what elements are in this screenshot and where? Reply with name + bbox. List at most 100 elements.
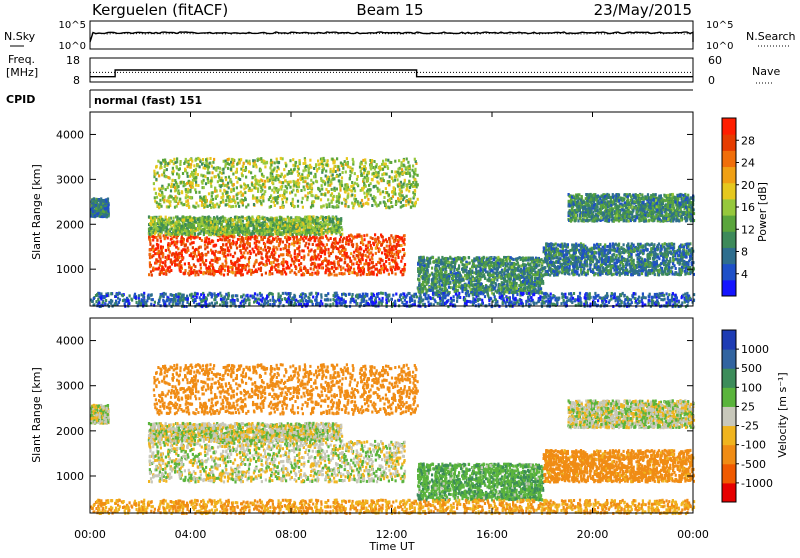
power-cell [411,201,413,204]
power-cell [235,241,237,244]
power-cell [248,242,250,245]
power-cell [249,256,251,259]
power-cell [271,240,273,243]
power-cell [168,221,170,224]
power-cell [302,197,304,200]
power-cell [159,230,161,233]
power-cell [308,243,310,246]
power-cell [225,238,227,241]
power-cell [413,195,415,198]
power-cell [260,267,262,270]
power-cell [302,169,304,172]
power-cell [177,227,179,230]
power-cell [225,265,227,268]
power-cell [350,252,352,255]
power-cell [406,184,408,187]
power-cell [250,236,252,239]
power-cell [327,198,329,201]
power-cell [203,224,205,227]
power-cell [365,185,367,188]
power-cell [386,269,388,272]
power-cell [201,256,203,259]
power-cell [312,204,314,207]
power-cell [358,233,360,236]
power-cell [285,200,287,203]
power-cell [201,163,203,166]
power-cell [336,200,338,203]
power-cell [260,247,262,250]
power-cell [409,186,411,189]
power-cell [328,251,330,254]
power-cell [290,168,292,171]
power-cell [410,206,412,209]
power-cell [282,258,284,261]
power-cell [345,205,347,208]
power-cell [229,253,231,256]
power-cell [226,191,228,194]
power-cell [185,158,187,161]
power-cell [167,162,169,165]
power-cell [291,269,293,272]
power-cell [266,225,268,228]
power-cell [197,205,199,208]
power-cell [165,188,167,191]
power-cell [288,266,290,269]
power-cell [231,262,233,265]
power-cell [236,168,238,171]
power-cell [391,170,393,173]
power-cell [294,194,296,197]
power-cell [155,258,157,261]
power-cell [223,274,225,277]
power-cell [276,248,278,251]
power-cell [317,270,319,273]
power-cell [302,206,304,209]
power-cell [325,216,327,219]
power-cell [453,269,455,272]
power-cell [190,185,192,188]
power-cell [327,239,329,242]
power-cell [380,179,382,182]
power-cell [258,252,260,255]
power-cell [334,274,336,277]
power-cell [376,204,378,207]
power-cell [382,236,384,239]
power-cell [189,219,191,222]
power-cell [367,177,369,180]
power-cell [382,239,384,242]
power-cell [273,246,275,249]
power-cell [383,196,385,199]
power-cell [359,267,361,270]
power-cell [319,236,321,239]
power-cell [269,227,271,230]
power-cell [310,218,312,221]
power-cell [298,182,300,185]
power-cell [220,179,222,182]
power-cell [226,196,228,199]
power-cell [245,185,247,188]
power-cell [285,229,287,232]
power-cell [206,270,208,273]
power-cell [318,167,320,170]
power-cell [392,236,394,239]
power-cell [227,158,229,161]
nsky-tick-top: 10^5 [59,20,86,31]
power-cell [149,239,151,242]
power-cell [209,157,211,160]
freq-tick-top: 18 [66,54,80,67]
nave-tick-top: 60 [708,54,722,67]
power-cell [412,181,414,184]
power-cell [320,221,322,224]
power-cell [211,227,213,230]
power-cell [303,226,305,229]
power-cell [369,259,371,262]
power-cell [239,199,241,202]
power-cell [292,189,294,192]
power-cell [295,219,297,222]
power-cell [219,167,221,170]
power-cell [282,268,284,271]
power-cell [261,173,263,176]
power-cell [288,170,290,173]
power-cell [198,251,200,254]
power-cell [328,230,330,233]
power-cell [367,266,369,269]
